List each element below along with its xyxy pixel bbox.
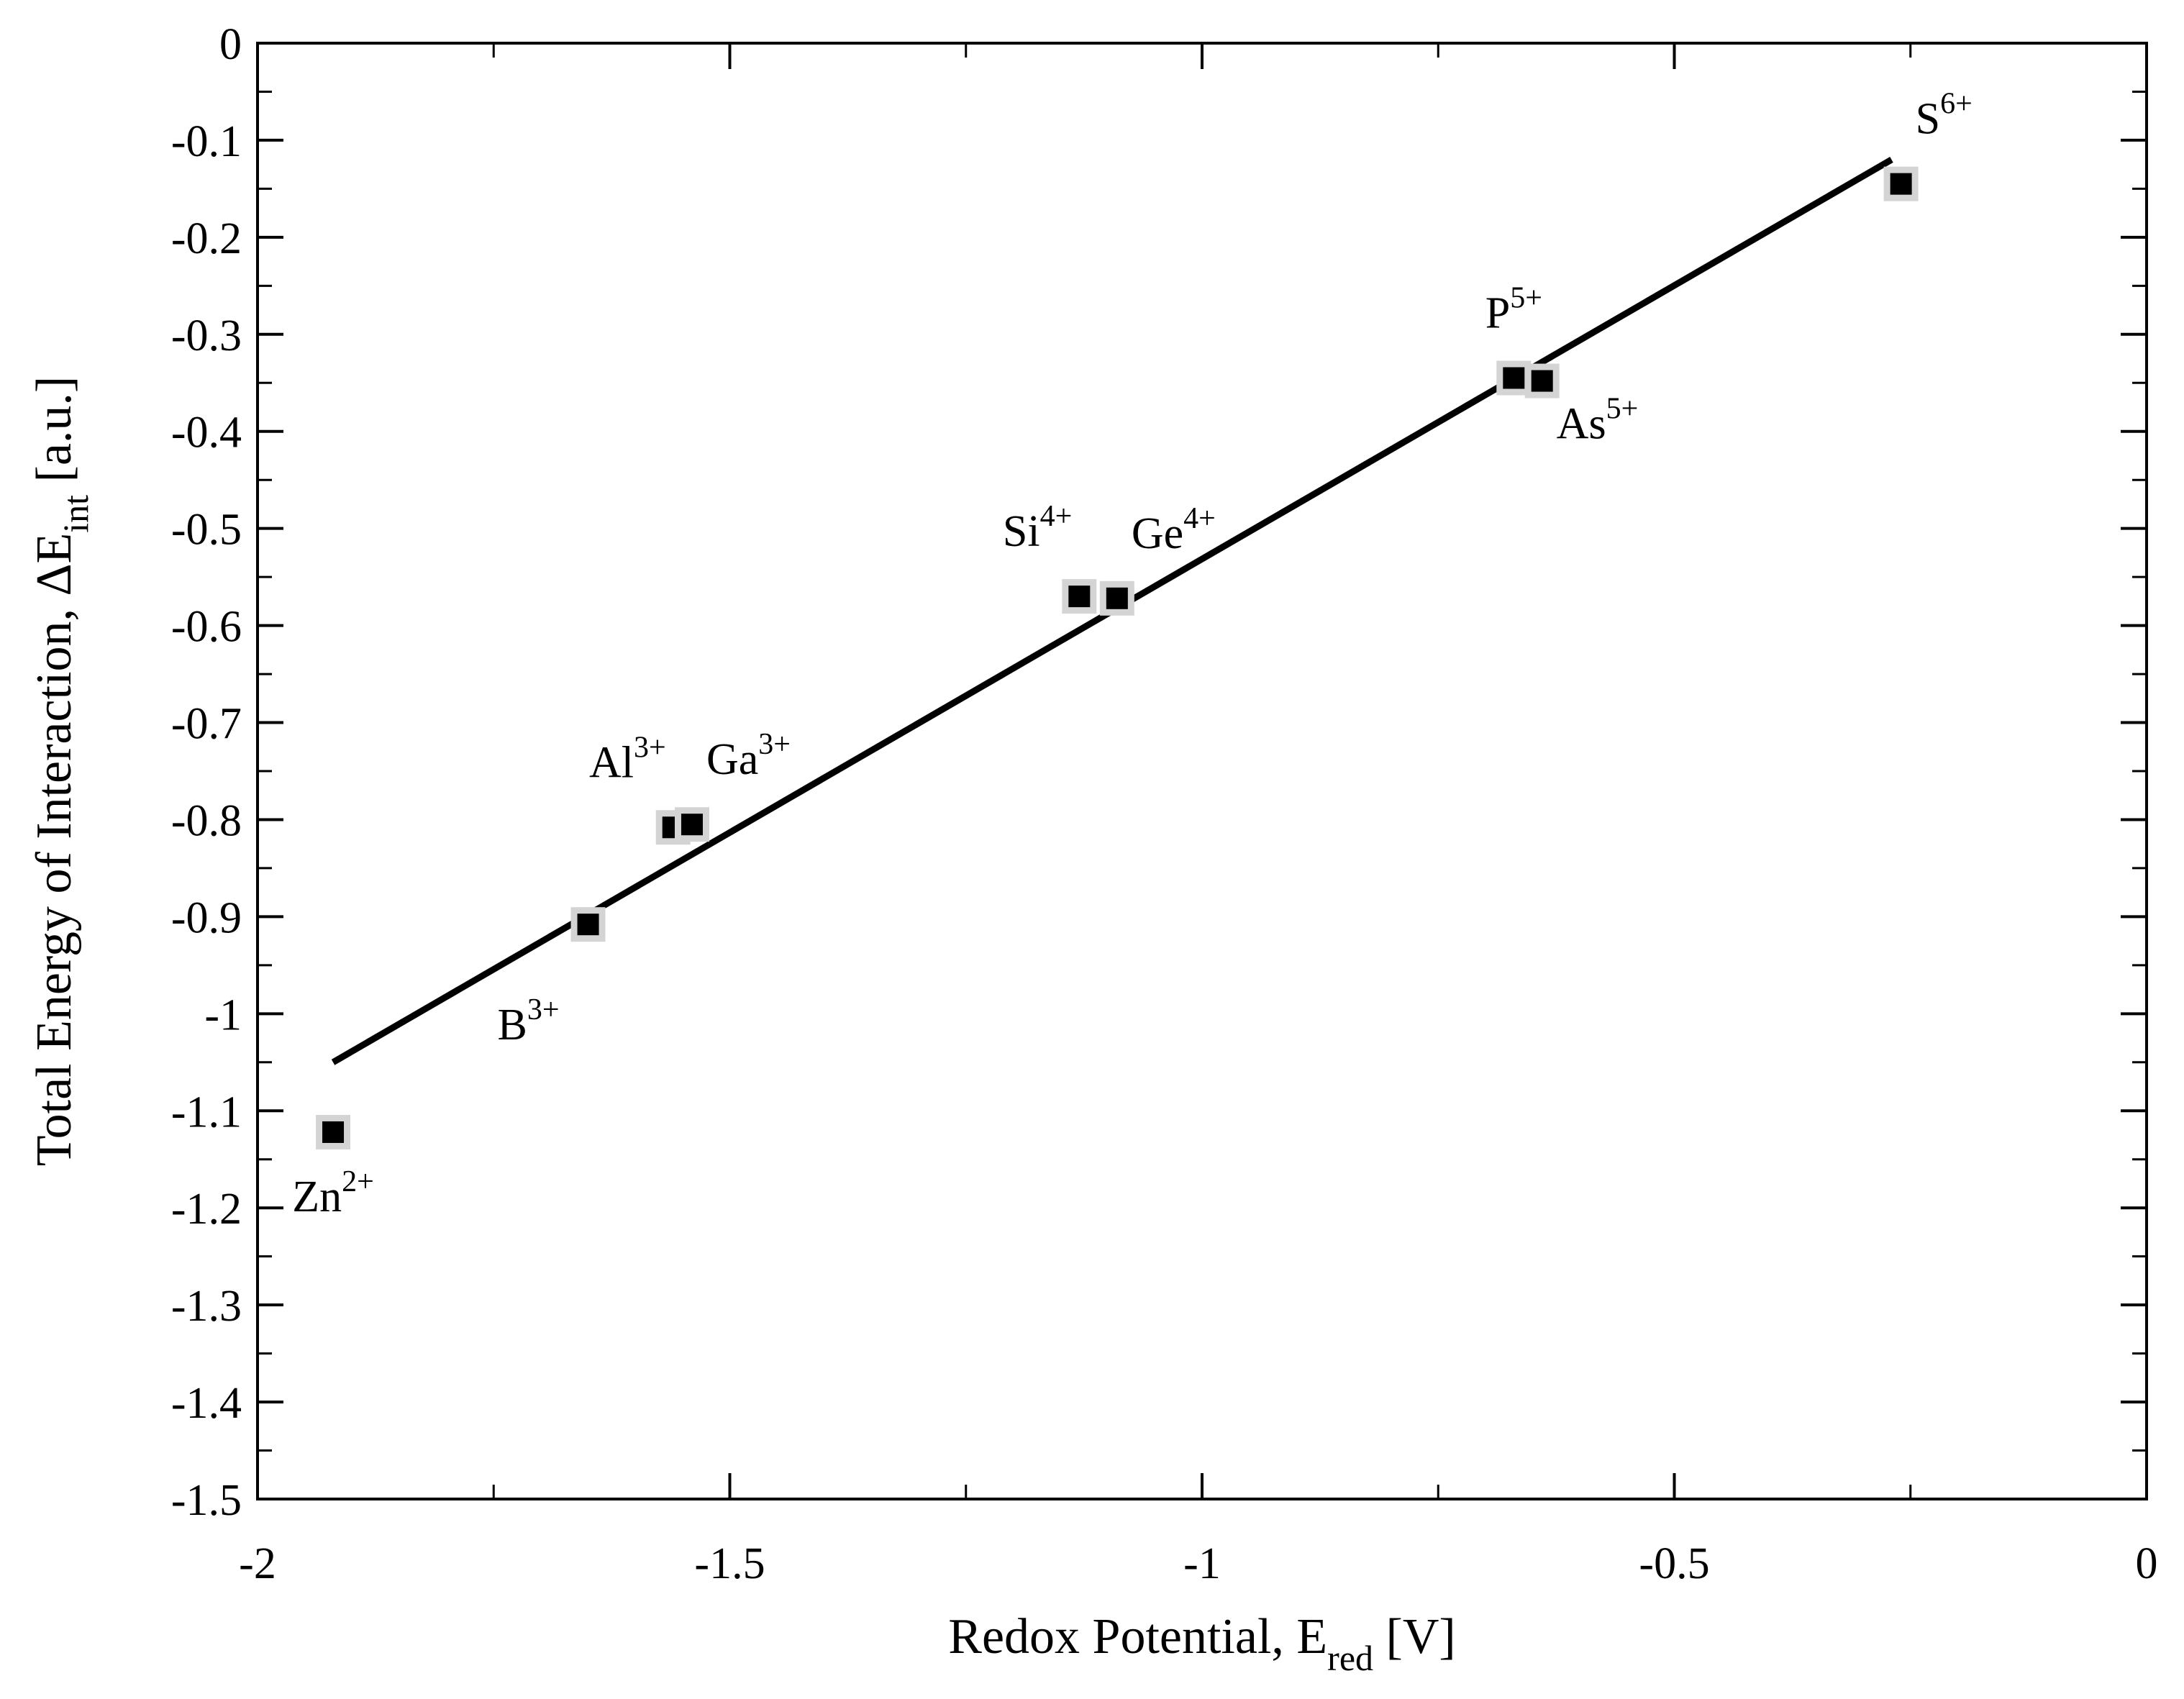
tick-labels: -2 -1.5 -1 -0.5 0 0 -0.1 -0.2 -0.3 -0.4 -0.5 -0.6 -0…: [171, 20, 2158, 1588]
point-label-al: Al3+: [589, 731, 666, 787]
point-label-b: B3+: [498, 993, 560, 1049]
point-label-base: Si: [1003, 507, 1040, 556]
y-tick-label: -0.2: [171, 214, 242, 263]
y-tick-label: -0.6: [171, 603, 242, 652]
x-tick-label: -1.5: [694, 1539, 765, 1588]
point-label-base: As: [1557, 400, 1606, 449]
point-label-base: P: [1485, 289, 1510, 338]
data-point-ga: [681, 814, 703, 836]
y-tick-label: -0.7: [171, 700, 242, 749]
point-label-charge: 5+: [1510, 282, 1542, 315]
point-label-base: Zn: [292, 1172, 342, 1221]
point-label-as: As5+: [1557, 393, 1639, 449]
point-label-charge: 3+: [758, 728, 791, 761]
y-tick-label: -0.5: [171, 506, 242, 555]
point-label-zn: Zn2+: [292, 1165, 374, 1221]
data-point-b: [577, 914, 599, 936]
point-label-base: Ga: [706, 735, 758, 784]
point-labels: Zn2+B3+Al3+ Ga3+Si4+ Ge4+P5+As5+S6+: [292, 88, 1973, 1221]
data-point-si: [1068, 586, 1091, 608]
point-label-charge: 4+: [1040, 500, 1073, 533]
point-label-p: P5+: [1485, 282, 1542, 338]
point-label-base: S: [1916, 95, 1940, 144]
point-label-charge: 3+: [634, 731, 666, 764]
axis-ticks: [256, 42, 2148, 1500]
y-tick-label: -1.3: [171, 1282, 242, 1331]
x-axis-title-unit: [V]: [1373, 1609, 1456, 1664]
y-tick-label: -0.8: [171, 796, 242, 845]
y-tick-label: -0.3: [171, 311, 242, 360]
y-axis-title-main: Total Energy of Interaction, ΔE: [27, 533, 82, 1166]
point-label-charge: 5+: [1606, 393, 1639, 426]
point-label-base: Ge: [1132, 509, 1183, 558]
y-tick-label: -1.1: [171, 1088, 242, 1137]
data-point-p: [1503, 367, 1525, 389]
point-label-charge: 6+: [1940, 88, 1973, 121]
x-axis-title-sub: red: [1327, 1638, 1373, 1678]
plot-frame: [256, 42, 2148, 1500]
x-tick-label: 0: [2136, 1539, 2158, 1588]
y-tick-label: -1.5: [171, 1476, 242, 1525]
data-point-s: [1890, 173, 1912, 195]
y-tick-label: -1: [204, 990, 242, 1039]
point-label-base: B: [498, 1001, 527, 1049]
x-tick-label: -2: [239, 1539, 276, 1588]
x-axis-title-main: Redox Potential, E: [948, 1609, 1327, 1664]
y-axis-title-sub: int: [55, 495, 96, 533]
point-label-charge: 3+: [527, 993, 560, 1026]
point-label-si: Si4+: [1003, 500, 1072, 556]
x-tick-label: -0.5: [1639, 1539, 1709, 1588]
y-tick-label: 0: [219, 20, 242, 69]
data-point-as: [1531, 370, 1553, 392]
data-point-ge: [1106, 587, 1128, 609]
x-tick-label: -1: [1183, 1539, 1221, 1588]
x-axis-title: Redox Potential, Ered [V]: [948, 1609, 1455, 1678]
data-point-zn: [322, 1121, 345, 1143]
point-label-charge: 2+: [342, 1165, 374, 1198]
point-label-ga: Ga3+: [706, 728, 791, 784]
point-label-ge: Ge4+: [1132, 502, 1216, 558]
y-tick-label: -1.2: [171, 1185, 242, 1234]
data-points: [316, 166, 1919, 1149]
y-axis-title: Total Energy of Interaction, ΔEint [a.u.…: [27, 376, 96, 1166]
y-tick-label: -0.9: [171, 893, 242, 942]
point-label-base: Al: [589, 738, 634, 787]
point-label-charge: 4+: [1183, 502, 1216, 535]
point-label-s: S6+: [1916, 88, 1973, 144]
y-tick-label: -0.4: [171, 409, 242, 457]
y-axis-title-unit: [a.u.]: [27, 376, 82, 495]
y-tick-label: -1.4: [171, 1379, 242, 1428]
y-tick-label: -0.1: [171, 117, 242, 166]
